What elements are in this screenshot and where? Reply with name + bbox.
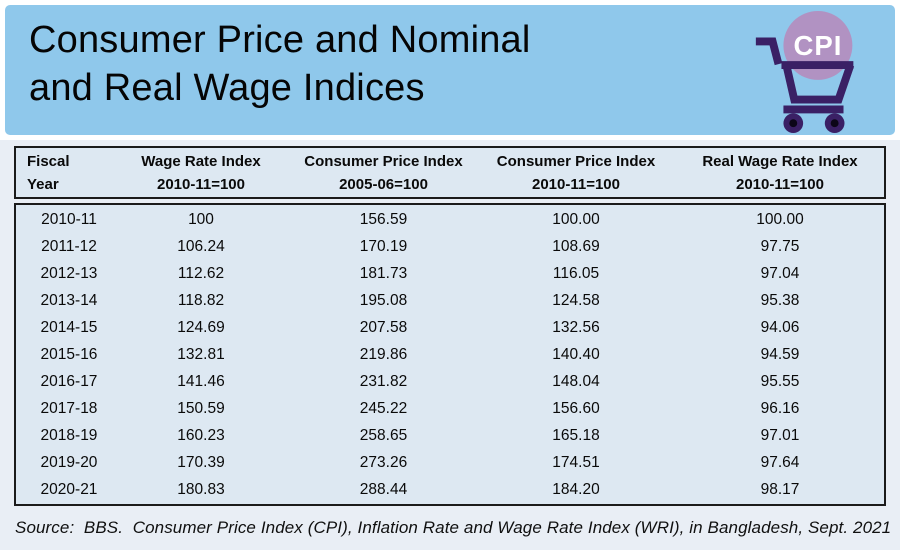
col-header-wage-rate-index: Wage Rate Index 2010-11=100: [141, 152, 261, 193]
value-cell: 97.75: [760, 237, 800, 255]
value-cell: 124.69: [177, 318, 225, 336]
value-cell: 165.18: [552, 426, 600, 444]
value-cell: 100.00: [756, 210, 804, 228]
source-note: Source: BBS. Consumer Price Index (CPI),…: [15, 518, 892, 537]
shopping-cart-icon: CPI: [755, 10, 855, 134]
value-cell: 132.81: [177, 345, 225, 363]
value-cell: 96.16: [760, 399, 800, 417]
fiscal-year-cell: 2012-13: [40, 264, 98, 282]
table-row: 2018-19 160.23 258.65 165.18 97.01: [16, 422, 884, 449]
value-cell: 156.59: [359, 210, 408, 228]
value-cell: 273.26: [359, 453, 408, 471]
fiscal-year-cell: 2010-11: [41, 210, 97, 228]
value-cell: 98.17: [760, 480, 800, 498]
table-body: 2010-11 100 156.59 100.00 100.00 2011-12 106.2…: [14, 203, 886, 506]
value-cell: 106.24: [177, 237, 225, 255]
fiscal-year-cell: 2018-19: [40, 426, 98, 444]
cpi-badge-label: CPI: [793, 30, 842, 61]
fiscal-year-cell: 2011-12: [41, 237, 97, 255]
col-header-cpi-2005-06: Consumer Price Index 2005-06=100: [304, 152, 463, 193]
value-cell: 112.62: [177, 264, 225, 282]
fiscal-year-cell: 2020-21: [40, 480, 98, 498]
fiscal-year-cell: 2019-20: [40, 453, 98, 471]
table-row: 2012-13 112.62 181.73 116.05 97.04: [16, 260, 884, 287]
value-cell: 116.05: [552, 264, 600, 282]
value-cell: 160.23: [177, 426, 225, 444]
table-row: 2014-15 124.69 207.58 132.56 94.06: [16, 314, 884, 341]
cart-outline: [755, 37, 855, 114]
cpi-cart-icon: CPI: [744, 7, 879, 137]
value-cell: 95.38: [760, 291, 800, 309]
table-row: 2015-16 132.81 219.86 140.40 94.59: [16, 341, 884, 368]
value-cell: 184.20: [552, 480, 600, 498]
value-cell: 231.82: [359, 372, 408, 390]
value-cell: 132.56: [552, 318, 600, 336]
fiscal-year-cell: 2016-17: [40, 372, 98, 390]
value-cell: 181.73: [359, 264, 408, 282]
table-row: 2011-12 106.24 170.19 108.69 97.75: [16, 233, 884, 260]
page-title-line2: and Real Wage Indices: [29, 67, 425, 109]
value-cell: 100.00: [552, 210, 600, 228]
table-row: 2013-14 118.82 195.08 124.58 95.38: [16, 287, 884, 314]
value-cell: 170.39: [177, 453, 225, 471]
value-cell: 207.58: [359, 318, 408, 336]
value-cell: 174.51: [552, 453, 600, 471]
value-cell: 94.59: [760, 345, 800, 363]
fiscal-year-cell: 2013-14: [40, 291, 98, 309]
banner: Consumer Price and Nominal and Real Wage…: [5, 5, 895, 135]
value-cell: 124.58: [552, 291, 600, 309]
value-cell: 94.06: [760, 318, 800, 336]
fiscal-year-cell: 2014-15: [40, 318, 98, 336]
page-title-line1: Consumer Price and Nominal: [29, 19, 531, 61]
cart-wheels: [783, 113, 845, 134]
value-cell: 97.64: [760, 453, 800, 471]
value-cell: 156.60: [552, 399, 600, 417]
table-row: 2010-11 100 156.59 100.00 100.00: [16, 206, 884, 233]
value-cell: 148.04: [552, 372, 600, 390]
value-cell: 150.59: [177, 399, 225, 417]
fiscal-year-cell: 2015-16: [40, 345, 98, 363]
col-header-real-wage-rate-index: Real Wage Rate Index 2010-11=100: [702, 152, 858, 193]
value-cell: 180.83: [177, 480, 225, 498]
table-row: 2019-20 170.39 273.26 174.51 97.64: [16, 449, 884, 476]
value-cell: 219.86: [359, 345, 408, 363]
value-cell: 100: [188, 210, 214, 228]
value-cell: 258.65: [359, 426, 408, 444]
value-cell: 141.46: [177, 372, 225, 390]
value-cell: 95.55: [760, 372, 800, 390]
value-cell: 195.08: [359, 291, 408, 309]
table-header-row: Fiscal Year Wage Rate Index 2010-11=100 …: [14, 146, 886, 199]
fiscal-year-cell: 2017-18: [40, 399, 98, 417]
value-cell: 108.69: [552, 237, 600, 255]
value-cell: 288.44: [359, 480, 408, 498]
col-header-fiscal-year: Fiscal Year: [27, 152, 70, 193]
value-cell: 245.22: [359, 399, 408, 417]
table-row: 2017-18 150.59 245.22 156.60 96.16: [16, 395, 884, 422]
table-row: 2020-21 180.83 288.44 184.20 98.17: [16, 476, 884, 503]
value-cell: 170.19: [359, 237, 408, 255]
value-cell: 97.01: [760, 426, 800, 444]
value-cell: 97.04: [760, 264, 800, 282]
page-title: Consumer Price and Nominal and Real Wage…: [29, 16, 531, 112]
value-cell: 140.40: [552, 345, 600, 363]
value-cell: 118.82: [177, 291, 225, 309]
col-header-cpi-2010-11: Consumer Price Index 2010-11=100: [496, 152, 656, 193]
table-row: 2016-17 141.46 231.82 148.04 95.55: [16, 368, 884, 395]
